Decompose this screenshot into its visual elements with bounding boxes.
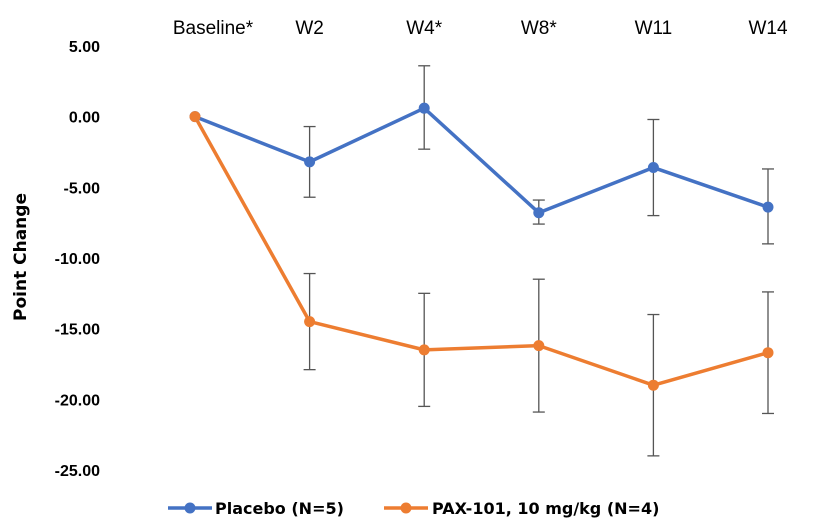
x-tick-label: W4* (406, 18, 443, 39)
legend-swatch-marker (184, 502, 196, 514)
series-lines (193, 106, 769, 387)
data-point (418, 344, 430, 356)
y-tick-label: -15.00 (55, 322, 100, 339)
x-tick-label: W8* (521, 18, 558, 39)
series-line-0 (194, 106, 769, 215)
data-point (762, 347, 774, 359)
legend-item: Placebo (N=5) (168, 499, 344, 518)
y-tick-label: -10.00 (55, 251, 100, 268)
x-tick-labels: Baseline* W2 W4* W8* W11 W14 (173, 18, 788, 39)
y-tick-label: -20.00 (55, 392, 100, 409)
data-point (418, 102, 430, 114)
x-tick-label: Baseline* (173, 18, 254, 39)
x-tick-label: W2 (295, 18, 324, 39)
data-point (304, 316, 316, 328)
data-point (304, 156, 316, 168)
x-tick-label: W14 (748, 18, 788, 39)
y-tick-label: 0.00 (69, 110, 100, 127)
y-tick-label: 5.00 (69, 39, 100, 56)
legend-item: PAX-101, 10 mg/kg (N=4) (384, 499, 659, 518)
data-point (533, 340, 545, 352)
data-point (762, 201, 774, 213)
error-bars (303, 65, 774, 457)
legend-label: Placebo (N=5) (215, 499, 344, 518)
y-axis-label: Point Change (11, 193, 31, 321)
legend-label: PAX-101, 10 mg/kg (N=4) (432, 499, 659, 518)
y-tick-label: -5.00 (64, 180, 101, 197)
data-point (189, 111, 201, 123)
legend: Placebo (N=5) PAX-101, 10 mg/kg (N=4) (168, 499, 659, 518)
series-points (189, 102, 774, 391)
data-point (647, 162, 659, 174)
y-tick-labels: 5.00 0.00 -5.00 -10.00 -15.00 -20.00 -25.00 (55, 39, 100, 480)
x-tick-label: W11 (635, 18, 673, 39)
data-point (647, 379, 659, 391)
y-tick-label: -25.00 (55, 463, 100, 480)
series-line-1 (193, 115, 769, 387)
data-point (533, 207, 545, 219)
legend-swatch-marker (400, 502, 412, 514)
